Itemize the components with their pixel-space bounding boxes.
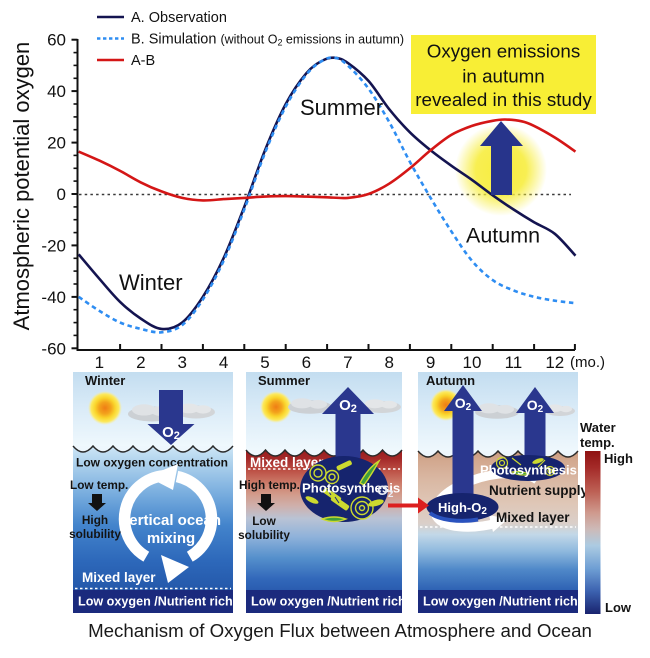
svg-text:Winter: Winter — [119, 270, 183, 295]
svg-text:in autumn: in autumn — [462, 66, 544, 87]
svg-text:8: 8 — [384, 353, 393, 372]
svg-text:A. Observation: A. Observation — [131, 10, 227, 26]
svg-text:High temp.: High temp. — [239, 478, 300, 492]
svg-text:Autumn: Autumn — [466, 224, 540, 248]
svg-text:High: High — [82, 513, 108, 527]
svg-text:Low oxygen concentration: Low oxygen concentration — [76, 456, 228, 470]
svg-text:Oxygen emissions: Oxygen emissions — [427, 41, 580, 62]
svg-text:Photosynthesis: Photosynthesis — [480, 463, 577, 478]
svg-text:B. Simulation (without O2 emis: B. Simulation (without O2 emissions in a… — [131, 32, 404, 48]
svg-text:2: 2 — [136, 353, 145, 372]
svg-text:revealed in this study: revealed in this study — [415, 89, 592, 110]
svg-text:11: 11 — [505, 353, 523, 372]
svg-text:vertical ocean: vertical ocean — [121, 512, 221, 529]
svg-text:9: 9 — [426, 353, 435, 372]
svg-text:Summer: Summer — [258, 373, 310, 388]
svg-text:Autumn: Autumn — [426, 373, 475, 388]
svg-text:temp.: temp. — [580, 435, 615, 450]
svg-text:solubility: solubility — [69, 527, 121, 541]
svg-text:0: 0 — [57, 185, 66, 204]
svg-text:mixing: mixing — [147, 530, 195, 547]
svg-text:Low: Low — [252, 514, 276, 528]
svg-text:10: 10 — [463, 353, 482, 372]
svg-text:40: 40 — [47, 82, 66, 101]
svg-text:12: 12 — [545, 353, 564, 372]
svg-text:7: 7 — [343, 353, 352, 372]
svg-text:-40: -40 — [41, 288, 66, 307]
svg-text:Mixed layer: Mixed layer — [82, 570, 156, 585]
svg-text:20: 20 — [47, 134, 66, 153]
svg-text:(mo.): (mo.) — [570, 354, 605, 371]
svg-text:Low oxygen /Nutrient rich: Low oxygen /Nutrient rich — [78, 595, 233, 609]
svg-text:6: 6 — [302, 353, 311, 372]
svg-text:Low: Low — [605, 600, 632, 615]
svg-text:High-O2: High-O2 — [438, 500, 487, 517]
svg-text:High: High — [604, 451, 633, 466]
svg-text:Low temp.: Low temp. — [70, 478, 128, 492]
svg-text:60: 60 — [47, 31, 66, 50]
svg-text:Water: Water — [580, 420, 616, 435]
svg-text:A-B: A-B — [131, 53, 155, 69]
svg-text:3: 3 — [177, 353, 186, 372]
svg-text:Photosynthesis: Photosynthesis — [302, 481, 400, 496]
svg-text:Low oxygen /Nutrient rich: Low oxygen /Nutrient rich — [423, 595, 578, 609]
svg-text:5: 5 — [260, 353, 269, 372]
svg-text:Atmospheric potential oxygen: Atmospheric potential oxygen — [9, 42, 34, 331]
svg-text:Low oxygen /Nutrient rich: Low oxygen /Nutrient rich — [251, 595, 406, 609]
svg-text:Summer: Summer — [300, 95, 383, 120]
svg-text:solubility: solubility — [238, 528, 290, 542]
svg-text:Mixed layer: Mixed layer — [250, 455, 324, 470]
svg-text:Winter: Winter — [85, 373, 125, 388]
svg-text:4: 4 — [219, 353, 228, 372]
svg-text:1: 1 — [95, 353, 104, 372]
svg-text:Mixed layer: Mixed layer — [496, 510, 570, 525]
svg-text:Nutrient supply: Nutrient supply — [489, 483, 588, 498]
svg-text:-20: -20 — [41, 236, 66, 255]
svg-text:-60: -60 — [41, 339, 66, 358]
